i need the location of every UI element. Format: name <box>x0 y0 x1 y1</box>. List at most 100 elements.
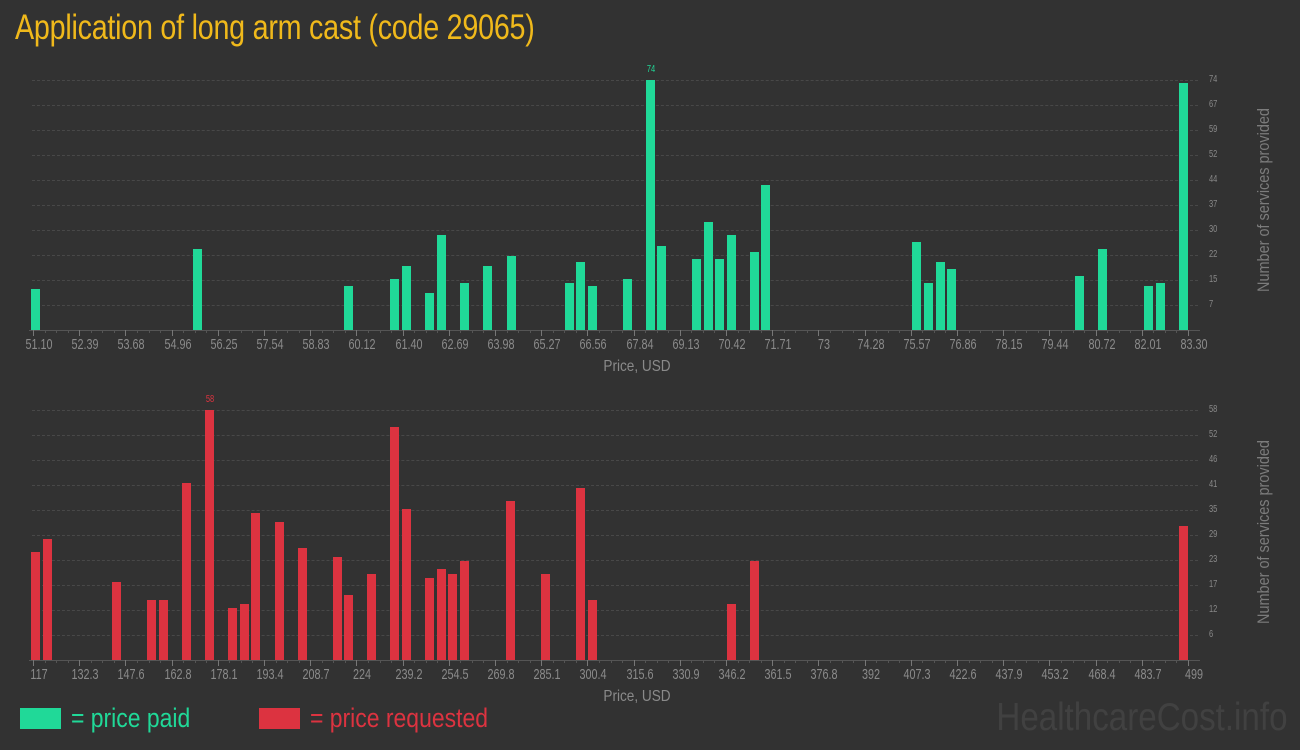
y-tick-label: 22 <box>1209 249 1218 260</box>
x-minor-tick <box>760 660 762 663</box>
x-minor-tick <box>344 660 346 663</box>
x-minor-tick <box>795 660 797 663</box>
x-tick <box>541 330 543 336</box>
price-requested-chart: 6 12 17 23 29 35 41 46 52 58 117 132.3 147.6 162.8 178… <box>29 394 1273 705</box>
x-tick-label: 376.8 <box>810 666 838 683</box>
x-minor-tick <box>344 330 346 333</box>
x-minor-tick <box>980 660 982 663</box>
x-minor-tick <box>1118 660 1120 663</box>
x-minor-tick <box>991 330 993 333</box>
x-minor-tick <box>367 330 369 333</box>
x-tick-label: 269.8 <box>487 666 515 683</box>
x-minor-tick <box>44 330 46 333</box>
x-tick-label: 300.4 <box>579 666 607 683</box>
bar <box>193 248 202 330</box>
x-minor-tick <box>391 330 393 333</box>
bar <box>483 265 492 330</box>
y-tick-label: 30 <box>1209 224 1218 235</box>
gridline <box>32 105 1198 106</box>
x-tick <box>1141 330 1143 336</box>
x-minor-tick <box>437 330 439 333</box>
paid-legend-label: = price paid <box>71 703 191 733</box>
x-minor-tick <box>1176 330 1178 333</box>
x-minor-tick <box>933 330 935 333</box>
bar <box>437 569 446 660</box>
x-minor-tick <box>136 330 138 333</box>
requested-legend-label: = price requested <box>310 703 489 733</box>
x-minor-tick <box>518 330 520 333</box>
x-tick <box>1049 330 1051 336</box>
price-paid-chart: 7 15 22 30 37 44 52 59 67 74 51.10 52.39 53.68 54.96 5… <box>25 64 1273 375</box>
bar <box>541 573 550 660</box>
x-minor-tick <box>160 330 162 333</box>
x-minor-tick <box>183 330 185 333</box>
x-minor-tick <box>783 660 785 663</box>
x-minor-tick <box>795 330 797 333</box>
x-minor-tick <box>113 660 115 663</box>
x-tick-label: 78.15 <box>995 336 1023 353</box>
x-tick-label: 346.2 <box>718 666 746 683</box>
x-tick <box>864 330 866 336</box>
x-tick-label: 422.6 <box>949 666 977 683</box>
x-minor-tick <box>56 330 58 333</box>
x-minor-tick <box>806 660 808 663</box>
bar <box>588 286 597 330</box>
x-tick-label: 254.5 <box>441 666 469 683</box>
bar <box>367 573 376 660</box>
x-minor-tick <box>645 660 647 663</box>
x-tick <box>264 330 265 336</box>
x-minor-tick <box>529 330 531 333</box>
bar <box>506 500 515 660</box>
x-minor-tick <box>622 330 624 333</box>
bar <box>761 184 770 330</box>
x-minor-tick <box>1130 660 1132 663</box>
x-tick-label: 117 <box>30 666 48 683</box>
x-tick <box>79 330 81 336</box>
x-tick-label: 67.84 <box>626 336 654 353</box>
x-minor-tick <box>160 660 162 663</box>
y-tick-label: 74 <box>1209 74 1218 85</box>
x-minor-tick <box>148 330 150 333</box>
x-minor-tick <box>298 660 300 663</box>
x-minor-tick <box>506 660 508 663</box>
x-tick <box>587 330 589 336</box>
x-minor-tick <box>945 660 947 663</box>
x-tick <box>356 330 358 336</box>
x-tick-label: 53.68 <box>117 336 145 353</box>
x-tick <box>310 330 312 336</box>
x-minor-tick <box>1107 330 1109 333</box>
bar <box>460 282 469 330</box>
x-tick <box>171 330 173 336</box>
x-tick <box>33 660 34 666</box>
x-minor-tick <box>136 660 138 663</box>
x-tick <box>125 330 127 336</box>
x-tick <box>1141 660 1143 666</box>
x-minor-tick <box>1118 330 1120 333</box>
bar <box>344 286 353 330</box>
y-tick-label: 35 <box>1209 504 1218 515</box>
x-minor-tick <box>598 660 600 663</box>
x-minor-tick <box>90 330 92 333</box>
x-minor-tick <box>518 660 520 663</box>
gridline <box>32 560 1198 561</box>
x-tick-label: 71.71 <box>764 336 792 353</box>
bar <box>912 242 921 330</box>
x-minor-tick <box>564 330 566 333</box>
x-minor-tick <box>483 660 485 663</box>
bar <box>333 556 342 660</box>
x-tick-label: 51.10 <box>25 336 53 353</box>
x-minor-tick <box>483 330 485 333</box>
x-minor-tick <box>252 330 254 333</box>
x-minor-tick <box>749 660 751 663</box>
x-minor-tick <box>67 660 69 663</box>
bar <box>112 582 121 660</box>
watermark: HealthcareCost.info <box>996 696 1288 739</box>
x-tick <box>79 660 81 666</box>
x-minor-tick <box>760 330 762 333</box>
requested-swatch <box>259 708 301 729</box>
x-tick-label: 83.30 <box>1180 336 1208 353</box>
x-minor-tick <box>656 330 658 333</box>
x-minor-tick <box>1014 330 1016 333</box>
x-tick <box>679 330 681 336</box>
y-tick-label: 37 <box>1209 199 1218 210</box>
